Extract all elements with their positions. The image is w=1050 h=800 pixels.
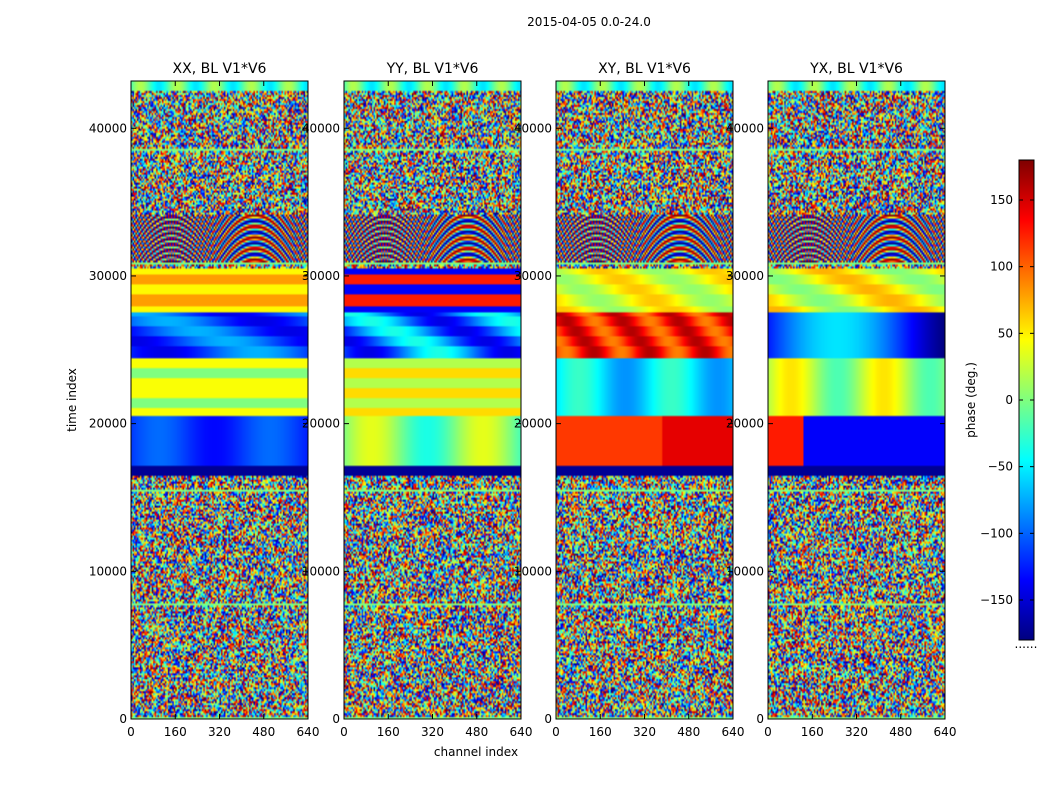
colorbar-tick-label: −50 bbox=[988, 460, 1013, 474]
x-tick-label: 640 bbox=[934, 725, 957, 739]
colorbar-tick-label: 100 bbox=[990, 260, 1013, 274]
y-tick-label: 40000 bbox=[726, 121, 764, 135]
y-tick-label: 40000 bbox=[514, 121, 552, 135]
y-tick-label: 10000 bbox=[89, 564, 127, 578]
x-tick-label: 480 bbox=[677, 725, 700, 739]
y-tick-label: 20000 bbox=[89, 417, 127, 431]
figure-title: 2015-04-05 0.0-24.0 bbox=[527, 15, 651, 29]
panel-title: XX, BL V1*V6 bbox=[173, 61, 267, 77]
panel-title: YX, BL V1*V6 bbox=[809, 61, 903, 77]
colorbar-tick-label: −150 bbox=[980, 593, 1013, 607]
x-tick-label: 320 bbox=[633, 725, 656, 739]
panel-title: YY, BL V1*V6 bbox=[386, 61, 479, 77]
y-tick-label: 30000 bbox=[302, 269, 340, 283]
x-axis-label: channel index bbox=[434, 745, 518, 759]
y-tick-label: 30000 bbox=[89, 269, 127, 283]
panel-xy: XY, BL V1*V6 0 160 320 480 640 0 10000 20000 3000… bbox=[514, 61, 745, 739]
x-tick-label: 0 bbox=[552, 725, 560, 739]
x-tick-label: 160 bbox=[801, 725, 824, 739]
y-tick-label: 20000 bbox=[514, 417, 552, 431]
colorbar-tick-label: 150 bbox=[990, 193, 1013, 207]
colorbar: 150 100 50 0 −50 −100 −150 phase (deg.) ...... bbox=[964, 159, 1038, 651]
y-tick-label: 10000 bbox=[302, 564, 340, 578]
phase-heatmap-yx bbox=[768, 81, 945, 719]
x-tick-label: 480 bbox=[252, 725, 275, 739]
panel-title: XY, BL V1*V6 bbox=[598, 61, 691, 77]
y-tick-label: 10000 bbox=[726, 564, 764, 578]
y-tick-label: 0 bbox=[119, 712, 127, 726]
x-tick-label: 160 bbox=[164, 725, 187, 739]
y-tick-label: 0 bbox=[756, 712, 764, 726]
panels-group: XX, BL V1*V6 0 160 320 480 640 0 10000 20000 3000… bbox=[89, 61, 957, 739]
colorbar-label: phase (deg.) bbox=[964, 362, 978, 438]
phase-heatmap-xy bbox=[556, 81, 733, 719]
panel-yy: YY, BL V1*V6 0 160 320 480 640 0 10000 20000 3000… bbox=[302, 61, 533, 739]
x-tick-label: 320 bbox=[845, 725, 868, 739]
y-tick-label: 40000 bbox=[302, 121, 340, 135]
y-tick-label: 0 bbox=[544, 712, 552, 726]
colorbar-foot-text: ...... bbox=[1015, 637, 1038, 651]
colorbar-tick-label: 50 bbox=[998, 326, 1013, 340]
x-tick-label: 320 bbox=[421, 725, 444, 739]
y-tick-label: 30000 bbox=[726, 269, 764, 283]
x-tick-label: 640 bbox=[722, 725, 745, 739]
x-tick-label: 0 bbox=[127, 725, 135, 739]
x-tick-label: 480 bbox=[889, 725, 912, 739]
x-tick-label: 480 bbox=[465, 725, 488, 739]
x-tick-label: 0 bbox=[764, 725, 772, 739]
phase-heatmap-yy bbox=[344, 81, 521, 719]
x-tick-label: 320 bbox=[208, 725, 231, 739]
colorbar-ticks: 150 100 50 0 −50 −100 −150 bbox=[980, 193, 1034, 607]
y-tick-label: 30000 bbox=[514, 269, 552, 283]
y-tick-label: 10000 bbox=[514, 564, 552, 578]
panel-xx: XX, BL V1*V6 0 160 320 480 640 0 10000 20000 3000… bbox=[89, 61, 320, 739]
x-tick-label: 0 bbox=[340, 725, 348, 739]
x-tick-label: 160 bbox=[589, 725, 612, 739]
y-tick-label: 40000 bbox=[89, 121, 127, 135]
panel-yx: YX, BL V1*V6 0 160 320 480 640 0 10000 20000 3000… bbox=[726, 61, 957, 739]
y-tick-label: 20000 bbox=[302, 417, 340, 431]
colorbar-tick-label: 0 bbox=[1005, 393, 1013, 407]
colorbar-tick-label: −100 bbox=[980, 526, 1013, 540]
y-tick-label: 0 bbox=[332, 712, 340, 726]
phase-heatmap-xx bbox=[131, 81, 308, 719]
x-tick-label: 640 bbox=[297, 725, 320, 739]
y-axis-label: time index bbox=[65, 368, 79, 432]
x-tick-label: 640 bbox=[510, 725, 533, 739]
y-tick-label: 20000 bbox=[726, 417, 764, 431]
x-tick-label: 160 bbox=[377, 725, 400, 739]
